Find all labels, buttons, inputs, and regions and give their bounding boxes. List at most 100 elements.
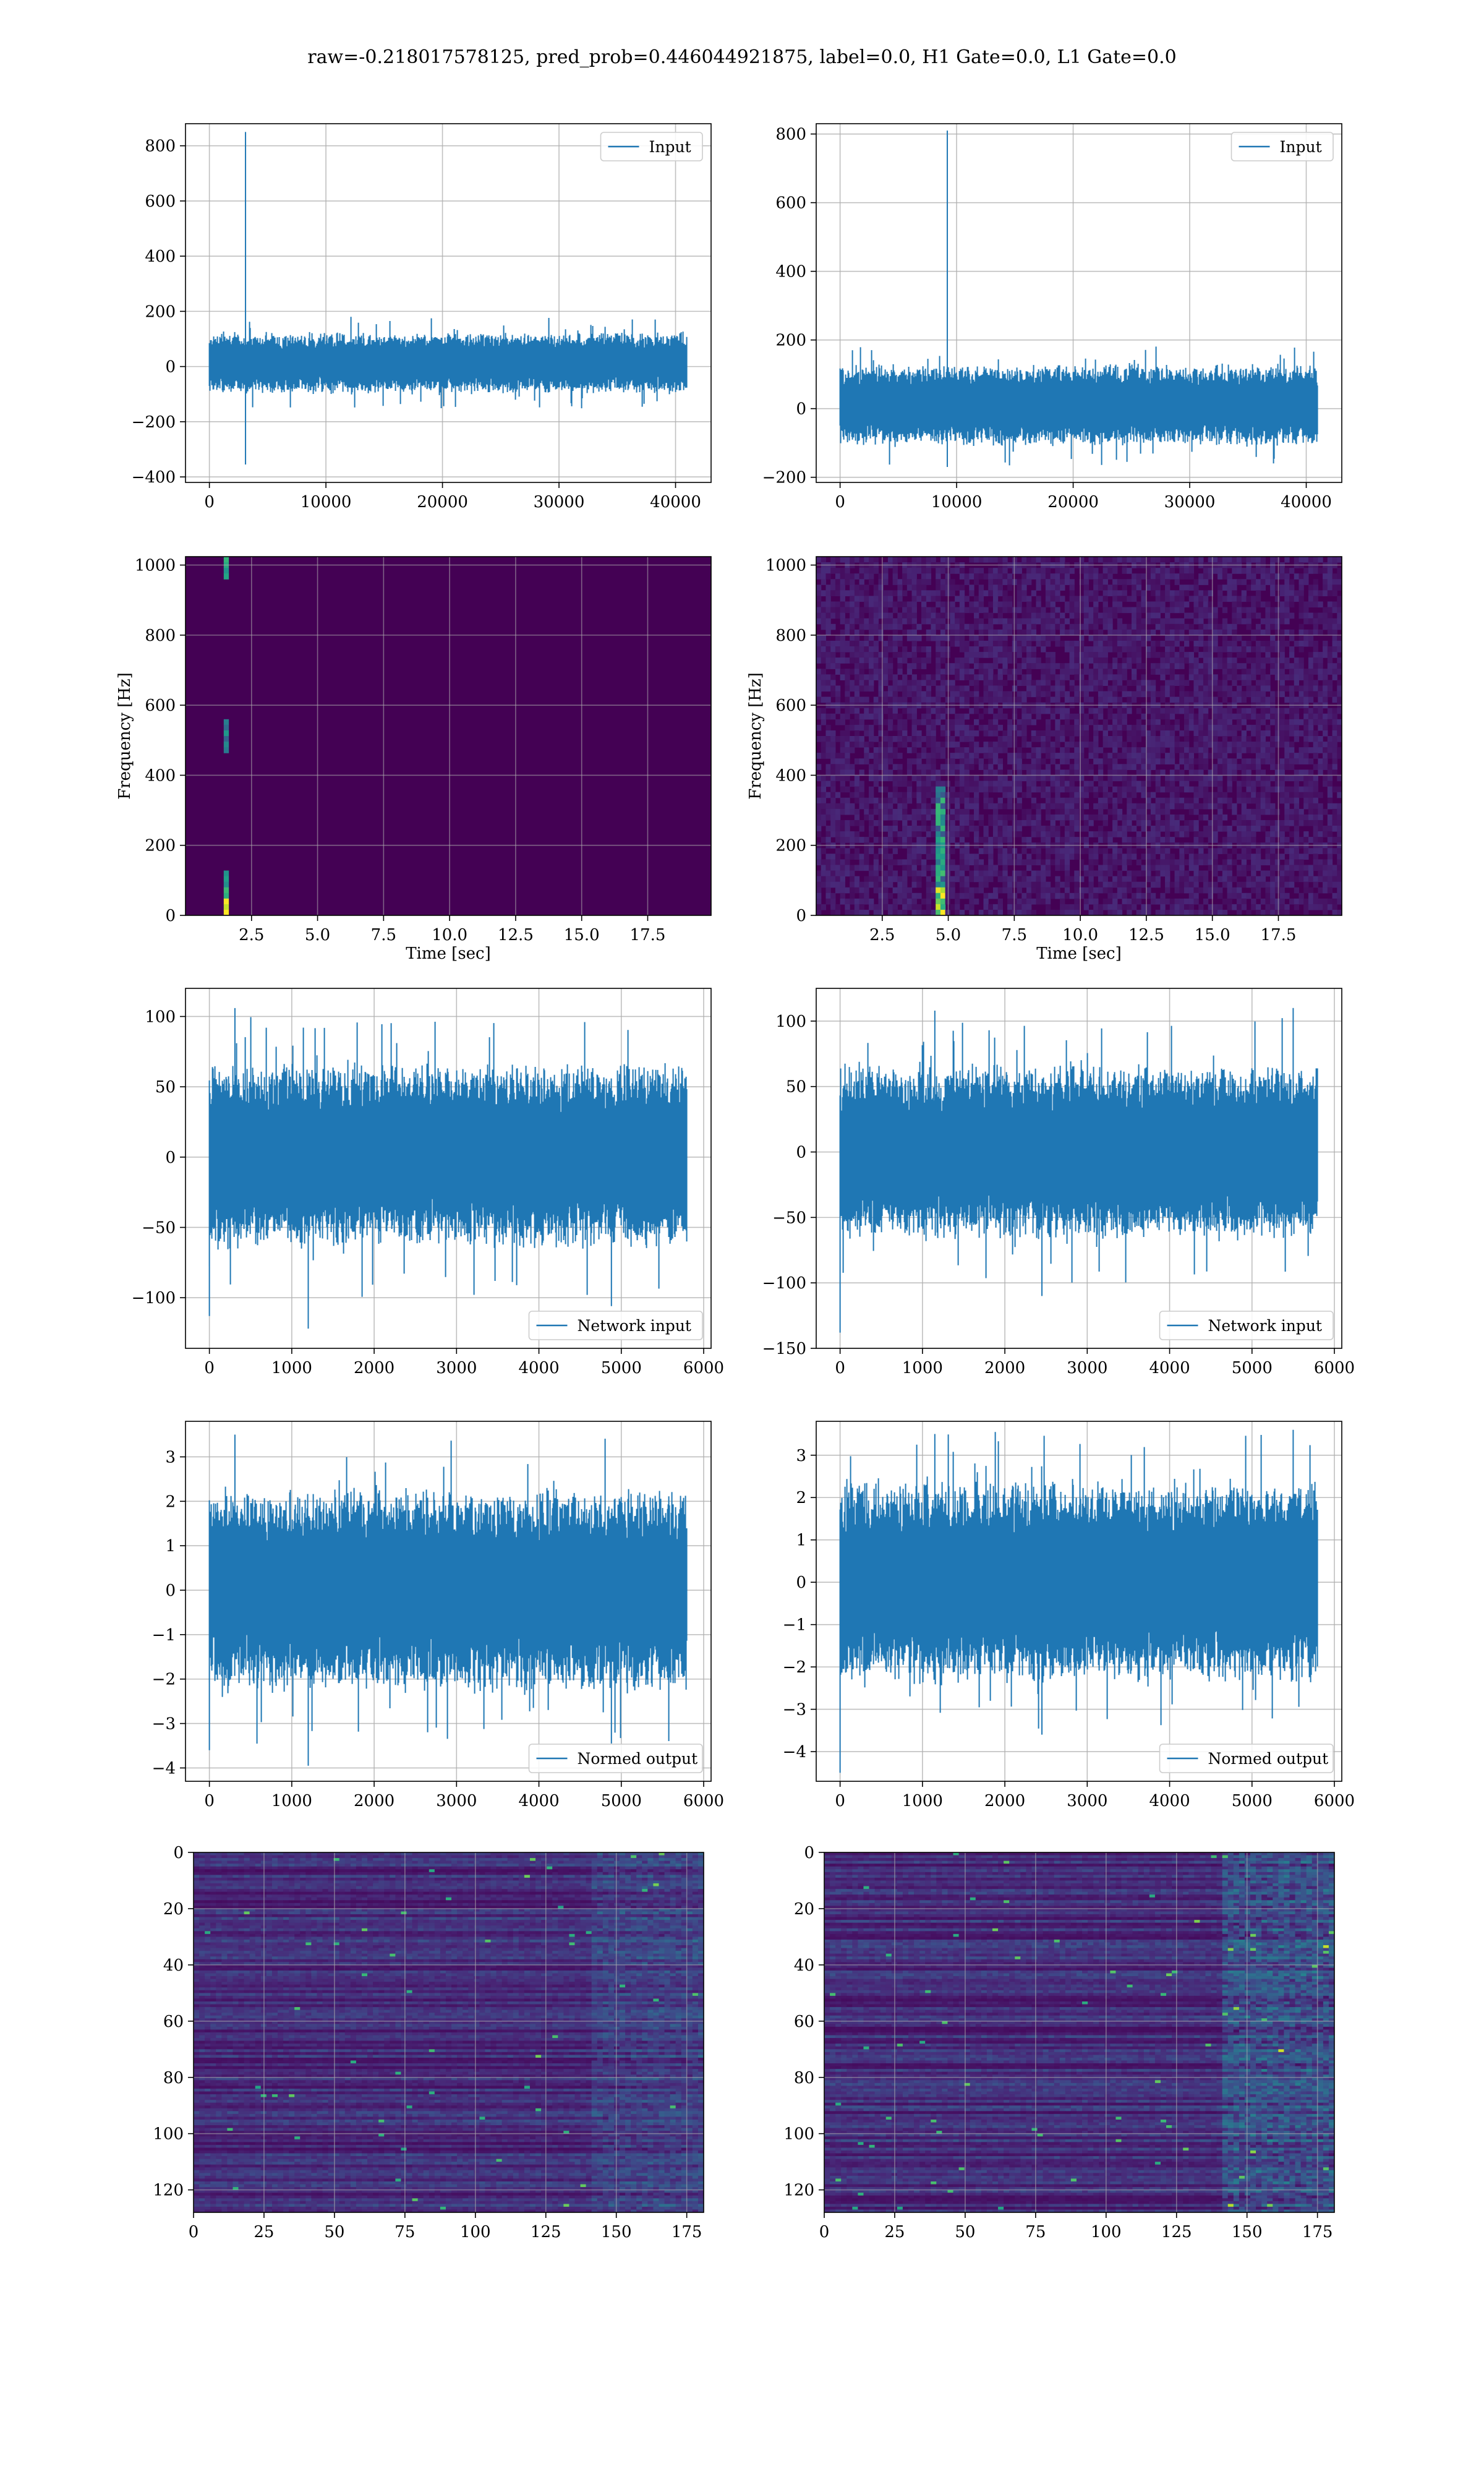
heatmap-cell <box>1102 831 1108 837</box>
heatmap-cell <box>950 808 955 815</box>
heatmap-cell <box>931 590 936 597</box>
heatmap-cell <box>1160 708 1166 714</box>
heatmap-cell <box>1255 568 1261 574</box>
heatmap-cell <box>1289 685 1295 692</box>
heatmap-cell <box>964 657 970 664</box>
heatmap-cell <box>988 859 994 866</box>
heatmap-cell <box>223 881 229 888</box>
heatmap-cell <box>1026 820 1032 826</box>
heatmap-cell <box>835 635 841 641</box>
heatmap-cell <box>1289 708 1295 714</box>
heatmap-cell <box>936 870 941 877</box>
heatmap-cell <box>1031 803 1037 810</box>
heatmap-cell <box>1184 747 1190 753</box>
heatmap-cell <box>1102 814 1108 821</box>
heatmap-cell <box>1184 696 1190 703</box>
heatmap-cell <box>1031 769 1037 776</box>
heatmap-cell <box>1232 724 1237 731</box>
heatmap-cell <box>1002 854 1008 860</box>
heatmap-cell <box>1270 854 1276 860</box>
heatmap-cell <box>906 792 913 798</box>
heatmap-cell <box>1255 854 1261 860</box>
heatmap-cell <box>1036 657 1041 664</box>
heatmap-cell <box>940 831 946 837</box>
heatmap-cell <box>897 557 903 563</box>
heatmap-cell <box>1098 747 1104 753</box>
heatmap-cell <box>1222 826 1228 832</box>
heatmap-cell <box>845 808 850 815</box>
heatmap-cell <box>1284 736 1290 742</box>
heatmap-cell <box>1146 685 1151 692</box>
heatmap-cell <box>1284 837 1290 843</box>
heatmap-cell <box>1064 747 1070 753</box>
heatmap-cell <box>1026 618 1032 625</box>
heatmap-cell <box>897 601 903 608</box>
heatmap-cell <box>1193 898 1199 905</box>
heatmap-cell <box>1155 607 1161 614</box>
heatmap-cell <box>997 854 1003 860</box>
heatmap-cell <box>830 769 836 776</box>
heatmap-cell <box>1007 826 1013 832</box>
heatmap-cell <box>1217 680 1223 687</box>
heatmap-cell <box>1237 652 1242 658</box>
heatmap-cell <box>1146 887 1151 894</box>
heatmap-cell <box>964 724 970 731</box>
heatmap-cell <box>1169 713 1175 720</box>
heatmap-cell <box>845 909 850 915</box>
heatmap-cell <box>1294 669 1300 675</box>
heatmap-cell <box>854 814 860 821</box>
heatmap-cell <box>1284 607 1290 614</box>
heatmap-cell <box>1132 669 1137 675</box>
heatmap-cell <box>1098 696 1104 703</box>
heatmap-cell <box>964 848 970 854</box>
heatmap-cell <box>1136 685 1142 692</box>
heatmap-cell <box>1265 781 1271 787</box>
heatmap-cell <box>1260 781 1266 787</box>
heatmap-cell <box>906 837 913 843</box>
heatmap-cell <box>1041 573 1046 580</box>
heatmap-cell <box>959 713 965 720</box>
heatmap-cell <box>1188 797 1195 804</box>
heatmap-cell <box>845 747 850 753</box>
heatmap-cell <box>1213 887 1218 894</box>
heatmap-cell <box>1127 663 1132 669</box>
heatmap-cell <box>821 568 827 574</box>
heatmap-cell <box>1074 854 1080 860</box>
heatmap-cell <box>1193 590 1199 597</box>
heatmap-cell <box>878 814 884 821</box>
heatmap-cell <box>1083 792 1090 798</box>
heatmap-cell <box>1270 646 1276 653</box>
heatmap-cell <box>988 691 994 698</box>
heatmap-cell <box>1294 724 1300 731</box>
heatmap-cell <box>1064 629 1070 636</box>
heatmap-cell <box>1117 808 1123 815</box>
heatmap-cell <box>1141 909 1146 915</box>
heatmap-cell <box>916 730 922 737</box>
heatmap-cell <box>1007 753 1013 759</box>
heatmap-cell <box>845 898 850 905</box>
heatmap-cell <box>1132 792 1137 798</box>
heatmap-cell <box>1184 713 1190 720</box>
heatmap-cell <box>825 814 831 821</box>
heatmap-cell <box>1007 876 1013 883</box>
heatmap-cell <box>883 640 889 647</box>
heatmap-cell <box>854 685 860 692</box>
heatmap-cell <box>1213 640 1218 647</box>
heatmap-cell <box>825 870 831 877</box>
heatmap-cell <box>1107 640 1113 647</box>
heatmap-cell <box>821 573 827 580</box>
heatmap-cell <box>1270 612 1276 619</box>
heatmap-cell <box>997 629 1003 636</box>
heatmap-cell <box>1117 730 1123 737</box>
heatmap-cell <box>1193 607 1199 614</box>
heatmap-cell <box>1198 685 1204 692</box>
heatmap-cell <box>873 870 879 877</box>
heatmap-cell <box>1160 892 1166 899</box>
heatmap-cell <box>821 640 827 647</box>
heatmap-cell <box>1036 848 1041 854</box>
heatmap-cell <box>978 663 984 669</box>
heatmap-cell <box>1260 820 1266 826</box>
heatmap-cell <box>1217 596 1223 602</box>
heatmap-cell <box>1274 786 1281 793</box>
heatmap-cell <box>1184 753 1190 759</box>
